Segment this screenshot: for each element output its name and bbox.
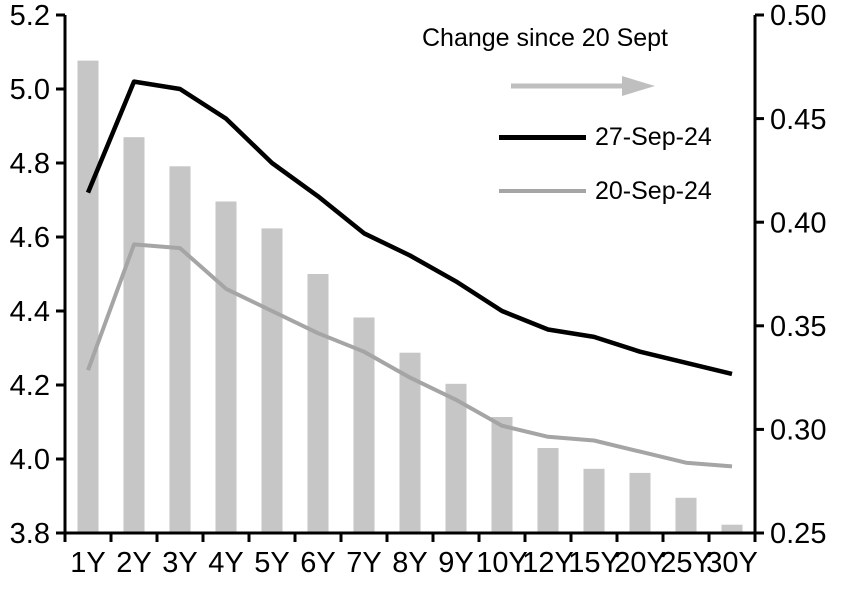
x-axis-category-label: 1Y	[70, 547, 105, 579]
x-axis-category-label: 12Y	[522, 547, 574, 579]
bar-7Y	[353, 317, 375, 533]
gray-line-sample	[499, 189, 586, 193]
left-axis-tick-label: 3.8	[10, 518, 50, 550]
x-axis-category-label: 6Y	[300, 547, 335, 579]
bar-12Y	[537, 448, 559, 533]
axes	[56, 13, 764, 542]
bar-3Y	[169, 166, 191, 534]
black-line-sample	[499, 134, 586, 140]
x-axis-category-label: 9Y	[438, 547, 473, 579]
line-27-sep-24	[85, 79, 733, 377]
legend-label-20-sep: 20-Sep-24	[595, 176, 712, 205]
bar-9Y	[445, 383, 467, 533]
x-axis-category-label: 3Y	[162, 547, 197, 579]
right-arrow-icon	[511, 76, 655, 96]
left-axis-tick-label: 4.0	[10, 444, 50, 476]
bar-4Y	[215, 201, 237, 533]
left-axis-tick-label: 4.2	[10, 370, 50, 402]
bar-30Y	[721, 524, 743, 533]
line-20-sep-24	[86, 242, 733, 469]
x-axis-category-label: 30Y	[706, 547, 758, 579]
x-axis-category-label: 25Y	[660, 547, 712, 579]
bar-2Y	[123, 137, 145, 533]
left-axis-tick-label: 4.6	[10, 222, 50, 254]
x-axis-category-label: 10Y	[476, 547, 528, 579]
right-axis-tick-label: 0.40	[770, 207, 826, 239]
legend-item-27-sep: 27-Sep-24	[499, 122, 712, 151]
bar-25Y	[675, 497, 697, 533]
x-axis-category-label: 8Y	[392, 547, 427, 579]
right-axis-tick-label: 0.25	[770, 518, 826, 550]
legend-change-label: Change since 20 Sept	[421, 24, 668, 52]
bar-6Y	[307, 274, 329, 533]
left-axis-tick-label: 5.0	[10, 74, 50, 106]
right-axis-tick-label: 0.35	[770, 311, 826, 343]
bar-8Y	[399, 352, 421, 533]
left-axis-tick-label: 4.4	[10, 296, 50, 328]
left-axis-tick-label: 5.2	[10, 0, 50, 32]
legend-item-20-sep: 20-Sep-24	[499, 176, 712, 205]
x-axis-category-label: 4Y	[208, 547, 243, 579]
bar-1Y	[77, 60, 99, 533]
x-axis-category-label: 20Y	[614, 547, 666, 579]
bar-10Y	[491, 417, 513, 533]
x-axis-category-label: 5Y	[254, 547, 289, 579]
x-axis-category-label: 15Y	[568, 547, 620, 579]
right-axis-tick-label: 0.45	[770, 104, 826, 136]
legend-label-27-sep: 27-Sep-24	[595, 122, 712, 151]
right-axis-tick-label: 0.50	[770, 0, 826, 32]
bar-5Y	[261, 228, 283, 533]
left-axis-tick-label: 4.8	[10, 148, 50, 180]
bar-15Y	[583, 468, 605, 533]
x-axis-category-label: 2Y	[116, 547, 151, 579]
bar-20Y	[629, 472, 651, 533]
right-axis-tick-label: 0.30	[770, 415, 826, 447]
x-axis-category-label: 7Y	[346, 547, 381, 579]
